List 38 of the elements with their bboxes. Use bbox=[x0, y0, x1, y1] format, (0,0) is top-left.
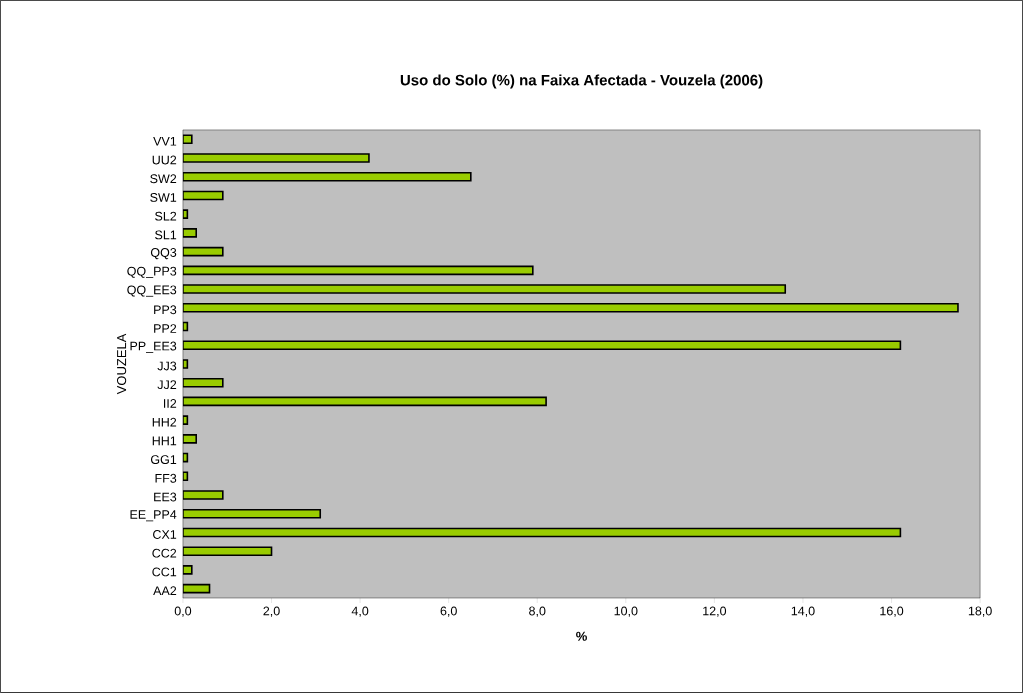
chart-title: Uso do Solo (%) na Faixa Afectada - Vouzela (2006) bbox=[400, 74, 763, 89]
x-tick-label: 14,0 bbox=[791, 606, 815, 617]
y-tick-label: SW2 bbox=[150, 174, 177, 184]
x-tick-label: 12,0 bbox=[703, 606, 727, 617]
x-axis-title: % bbox=[576, 631, 587, 641]
y-tick-label: QQ_PP3 bbox=[127, 266, 177, 278]
y-tick-label: PP_EE3 bbox=[130, 341, 177, 353]
x-tick-label: 2,0 bbox=[263, 606, 280, 617]
y-tick-label: PP2 bbox=[154, 324, 177, 333]
y-tick-label: CX1 bbox=[153, 530, 177, 539]
y-tick-label: SW1 bbox=[150, 193, 177, 202]
x-tick-label: 16,0 bbox=[880, 606, 904, 617]
x-tick-label: 6,0 bbox=[440, 606, 457, 617]
y-tick-label: JJ3 bbox=[157, 361, 177, 371]
y-tick-label: PP3 bbox=[154, 305, 177, 315]
y-tick-label: II2 bbox=[164, 399, 177, 408]
y-tick-label: AA2 bbox=[153, 586, 177, 596]
y-tick-label: QQ_EE3 bbox=[127, 285, 177, 297]
y-tick-label: EE_PP4 bbox=[130, 510, 177, 522]
y-tick-label: HH2 bbox=[152, 417, 177, 427]
y-tick-label: CC1 bbox=[152, 567, 177, 577]
y-tick-label: VV1 bbox=[153, 137, 177, 146]
y-tick-label: GG1 bbox=[150, 455, 177, 465]
y-tick-label: UU2 bbox=[152, 155, 177, 165]
y-tick-label: SL1 bbox=[155, 230, 177, 240]
y-tick-label: CC2 bbox=[152, 548, 177, 558]
x-tick-label: 0,0 bbox=[174, 606, 192, 617]
y-tick-label: JJ2 bbox=[157, 380, 177, 390]
y-tick-label: FF3 bbox=[155, 473, 177, 483]
x-tick-label: 4,0 bbox=[351, 606, 369, 617]
y-tick-label: SL2 bbox=[155, 211, 177, 221]
x-tick-label: 10,0 bbox=[614, 606, 638, 617]
y-tick-label: EE3 bbox=[154, 492, 177, 502]
y-tick-label: HH1 bbox=[152, 436, 177, 446]
y-tick-label: QQ3 bbox=[150, 248, 177, 260]
y-axis-title: VOUZELA bbox=[116, 333, 127, 395]
x-tick-label: 18,0 bbox=[968, 606, 992, 617]
x-tick-label: 8,0 bbox=[529, 606, 546, 617]
